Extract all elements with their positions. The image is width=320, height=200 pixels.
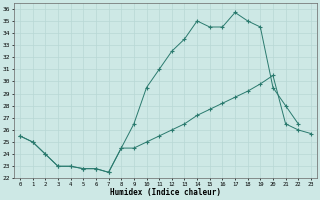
X-axis label: Humidex (Indice chaleur): Humidex (Indice chaleur) [110, 188, 221, 197]
